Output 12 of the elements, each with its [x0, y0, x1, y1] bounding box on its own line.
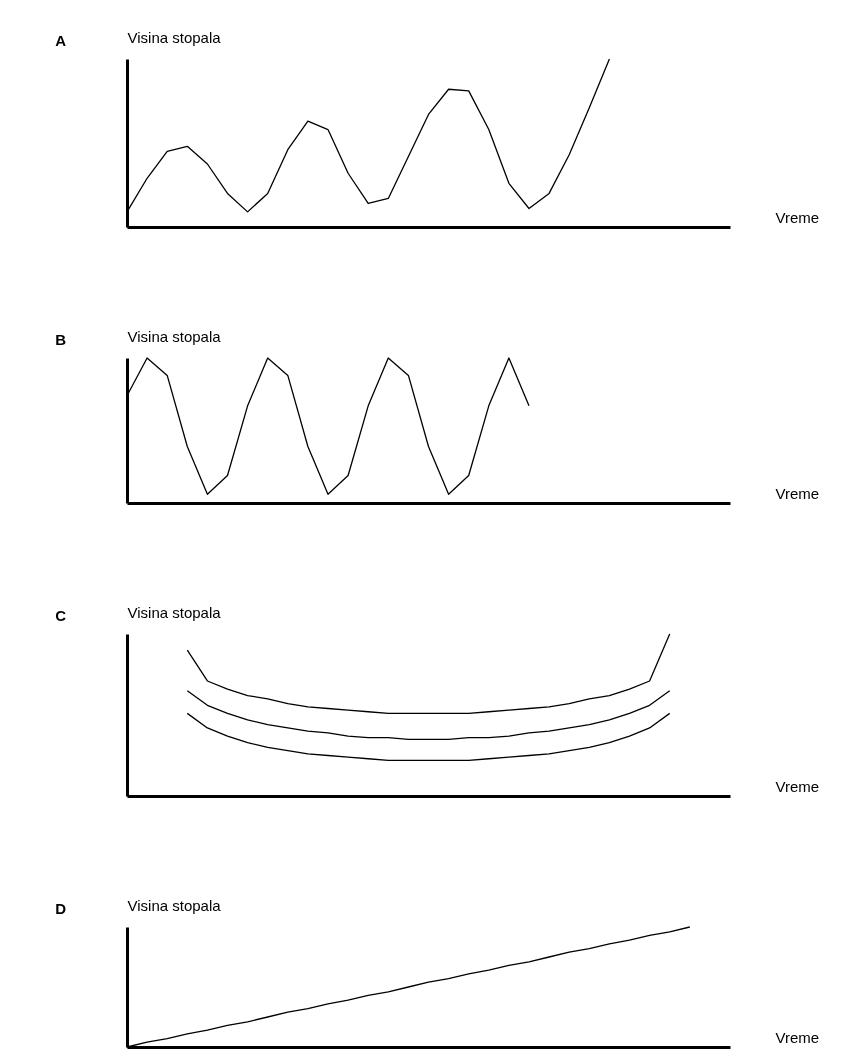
chart-title: D [55, 900, 67, 917]
y-axis-title: Visina stopala [127, 896, 222, 914]
chart-title: C [55, 607, 67, 624]
chart-title: A [55, 32, 67, 49]
x-axis-title: Vreme [775, 208, 820, 226]
x-axis-title: Vreme [775, 777, 820, 795]
y-axis-title: Visina stopala [127, 327, 222, 345]
x-axis-title: Vreme [775, 484, 820, 502]
y-axis-title: Visina stopala [127, 603, 222, 621]
y-axis-title: Visina stopala [127, 28, 222, 46]
x-axis-title: Vreme [775, 1028, 820, 1046]
chart-title: B [55, 331, 67, 348]
